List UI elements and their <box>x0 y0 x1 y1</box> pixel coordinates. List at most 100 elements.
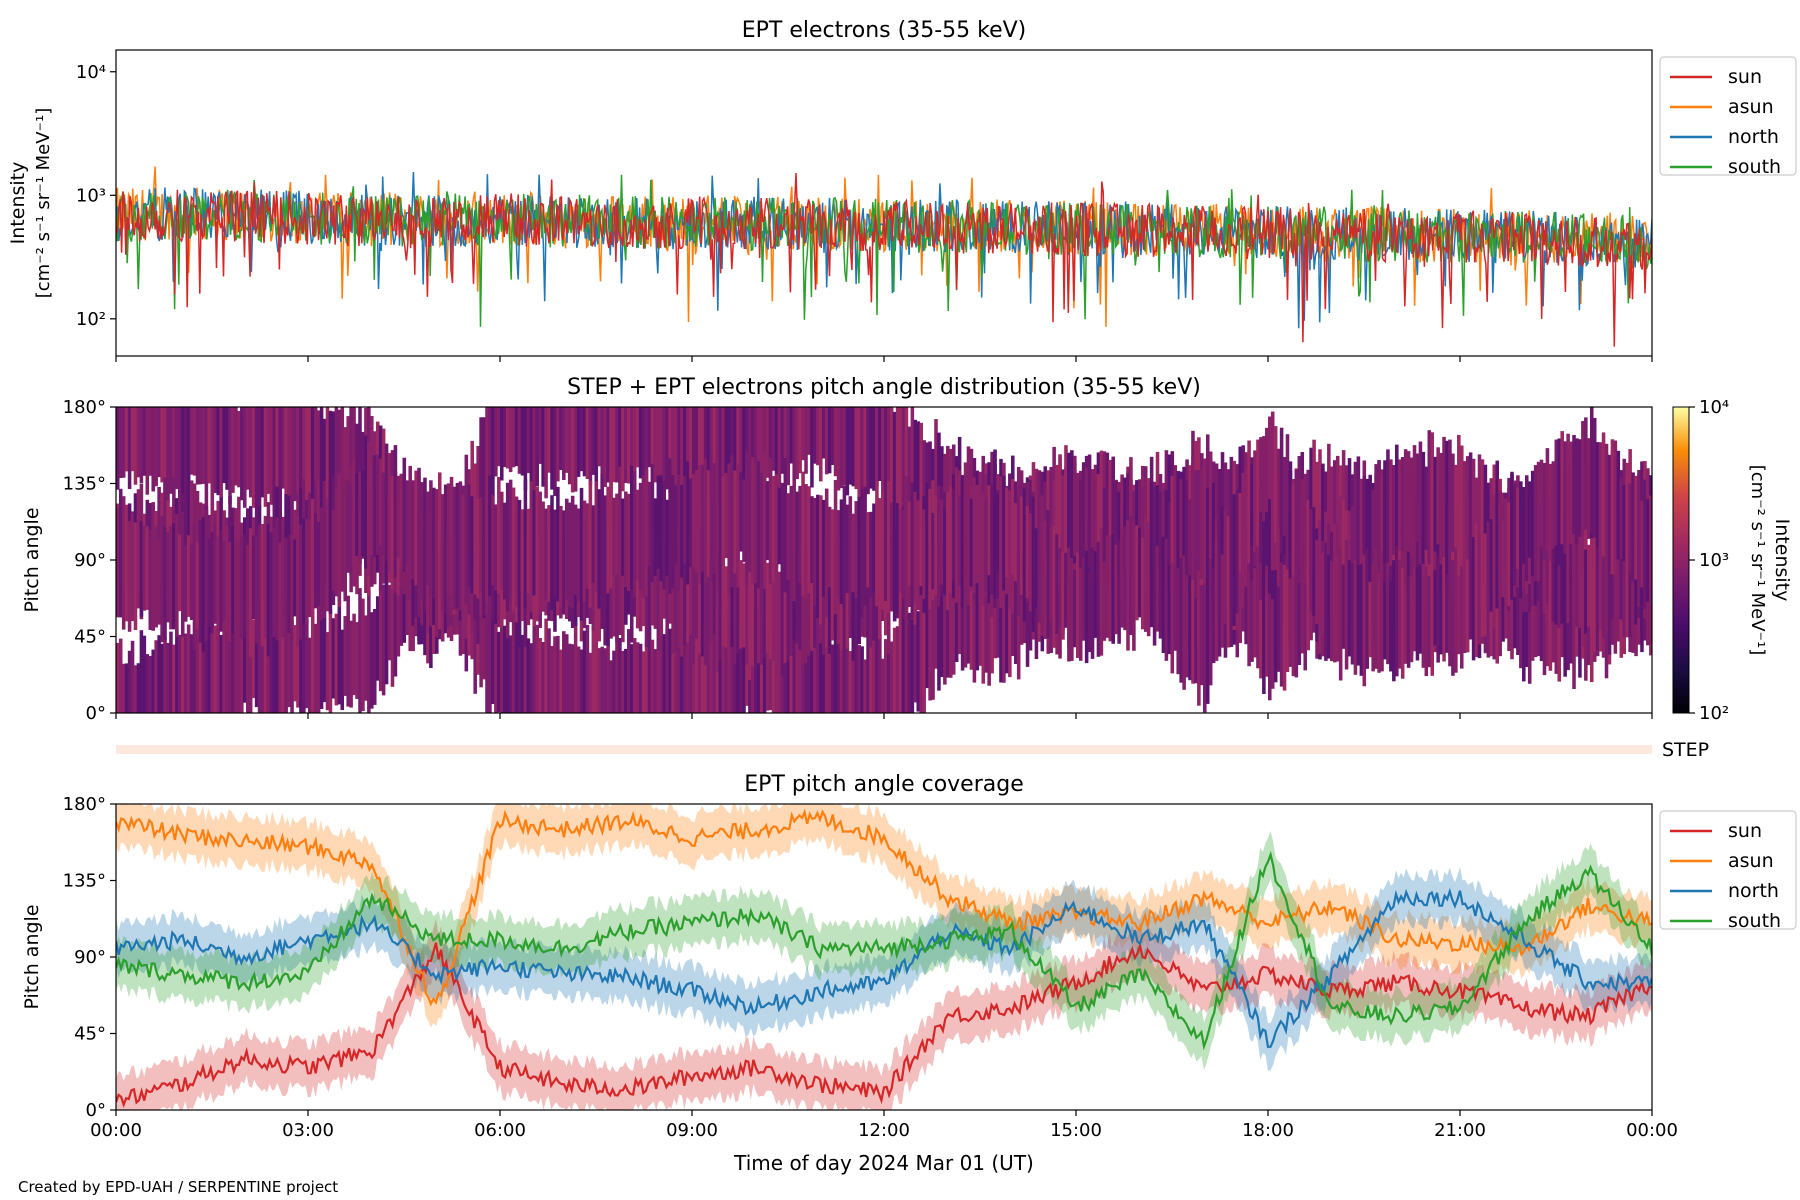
heatmap-cell <box>325 632 330 711</box>
heatmap-cell <box>1628 483 1632 573</box>
heatmap-cell <box>1412 566 1417 652</box>
legend-label-sun: sun <box>1728 820 1762 842</box>
heatmap-cell <box>671 475 675 589</box>
heatmap-cell <box>1649 531 1652 645</box>
heatmap-cell <box>166 407 170 503</box>
heatmap-cell <box>624 407 628 483</box>
heatmap-cell <box>491 610 495 704</box>
heatmap-cell <box>618 407 622 483</box>
heatmap-cell <box>987 558 991 686</box>
heatmap-cell <box>1081 462 1086 564</box>
heatmap-cell <box>1610 540 1615 620</box>
heatmap-cell <box>399 473 404 568</box>
x-tick-label: 12:00 <box>858 1120 910 1141</box>
heatmap-cell <box>641 475 646 598</box>
heatmap-cell <box>1439 452 1443 565</box>
heatmap-cell <box>464 494 469 605</box>
heatmap-cell <box>1468 563 1473 640</box>
legend-box <box>1659 810 1797 930</box>
x-tick-label: 21:00 <box>1434 1120 1486 1141</box>
heatmap-cell <box>367 442 371 576</box>
heatmap-cell <box>1427 430 1432 565</box>
heatmap-cell <box>511 487 516 612</box>
heatmap-cell <box>928 585 932 701</box>
heatmap-cell <box>706 407 711 498</box>
heatmap-cell <box>172 407 176 482</box>
heatmap-cell <box>836 628 841 713</box>
heatmap-cell <box>1105 535 1110 638</box>
colorbar-tick-label: 10⁴ <box>1699 397 1729 418</box>
heatmap-cell <box>1291 484 1296 567</box>
heatmap-cell <box>733 629 737 713</box>
heatmap-cell <box>582 407 587 477</box>
heatmap-cell <box>627 493 631 591</box>
heatmap-cell <box>260 407 265 498</box>
intensity-series-asun <box>116 166 1652 327</box>
heatmap-cell <box>266 523 271 657</box>
heatmap-cell <box>715 538 720 672</box>
heatmap-cell <box>160 407 164 483</box>
heatmap-cell <box>1581 421 1585 535</box>
heatmap-cell <box>166 531 170 623</box>
heatmap-cell <box>121 496 126 630</box>
intensity-x-ticks <box>115 356 1653 362</box>
heatmap-cell <box>1616 514 1621 642</box>
heatmap-cell <box>1536 577 1541 657</box>
heatmap-cell <box>931 512 935 590</box>
heatmap-cell <box>709 449 714 582</box>
heatmap-cell <box>1451 514 1455 593</box>
heatmap-cell <box>479 497 483 593</box>
heatmap-cell <box>204 407 209 515</box>
heatmap-cell <box>375 454 380 556</box>
heatmap-cell <box>621 498 625 577</box>
heatmap-cell <box>1516 560 1520 655</box>
heatmap-cell <box>774 474 779 569</box>
heatmap-cell <box>898 407 903 516</box>
pad-heatmap <box>116 407 1652 713</box>
heatmap-cell <box>842 635 847 713</box>
heatmap-cell <box>830 407 835 465</box>
heatmap-cell <box>703 622 708 713</box>
heatmap-cell <box>813 407 817 464</box>
heatmap-cell <box>275 599 280 713</box>
heatmap-cell <box>1566 510 1570 624</box>
heatmap-cell <box>251 535 256 620</box>
heatmap-cell <box>272 407 277 512</box>
heatmap-cell <box>591 407 596 475</box>
heatmap-cell <box>718 482 723 575</box>
heatmap-cell <box>1474 523 1479 657</box>
heatmap-cell <box>1200 585 1204 686</box>
heatmap-cell <box>526 407 531 474</box>
heatmap-cell <box>1179 558 1183 683</box>
heatmap-cell <box>1324 542 1328 661</box>
heatmap-cell <box>798 619 802 713</box>
heatmap-cell <box>432 487 436 599</box>
heatmap-cell <box>1572 558 1576 689</box>
heatmap-cell <box>1347 510 1352 593</box>
heatmap-cell <box>491 407 495 497</box>
heatmap-cell <box>299 407 303 491</box>
heatmap-cell <box>1400 567 1405 679</box>
heatmap-cell <box>133 522 138 630</box>
heatmap-cell <box>1421 576 1426 668</box>
heatmap-cell <box>1595 519 1600 651</box>
heatmap-cell <box>361 431 365 508</box>
heatmap-cell <box>792 479 796 602</box>
heatmap-cell <box>222 407 226 484</box>
heatmap-cell <box>461 494 466 595</box>
heatmap-cell <box>334 502 339 597</box>
heatmap-cell <box>310 407 315 507</box>
heatmap-cell <box>627 407 631 484</box>
heatmap-cell <box>532 619 537 713</box>
heatmap-cell <box>497 631 501 713</box>
heatmap-cell <box>686 627 690 713</box>
heatmap-cell <box>1341 500 1346 629</box>
heatmap-cell <box>231 620 235 713</box>
heatmap-cell <box>296 616 300 708</box>
heatmap-cell <box>1409 576 1414 663</box>
heatmap-cell <box>742 621 746 713</box>
heatmap-cell <box>694 407 699 484</box>
heatmap-cell <box>1179 479 1183 571</box>
heatmap-cell <box>1442 436 1446 561</box>
heatmap-cell <box>1176 472 1180 599</box>
